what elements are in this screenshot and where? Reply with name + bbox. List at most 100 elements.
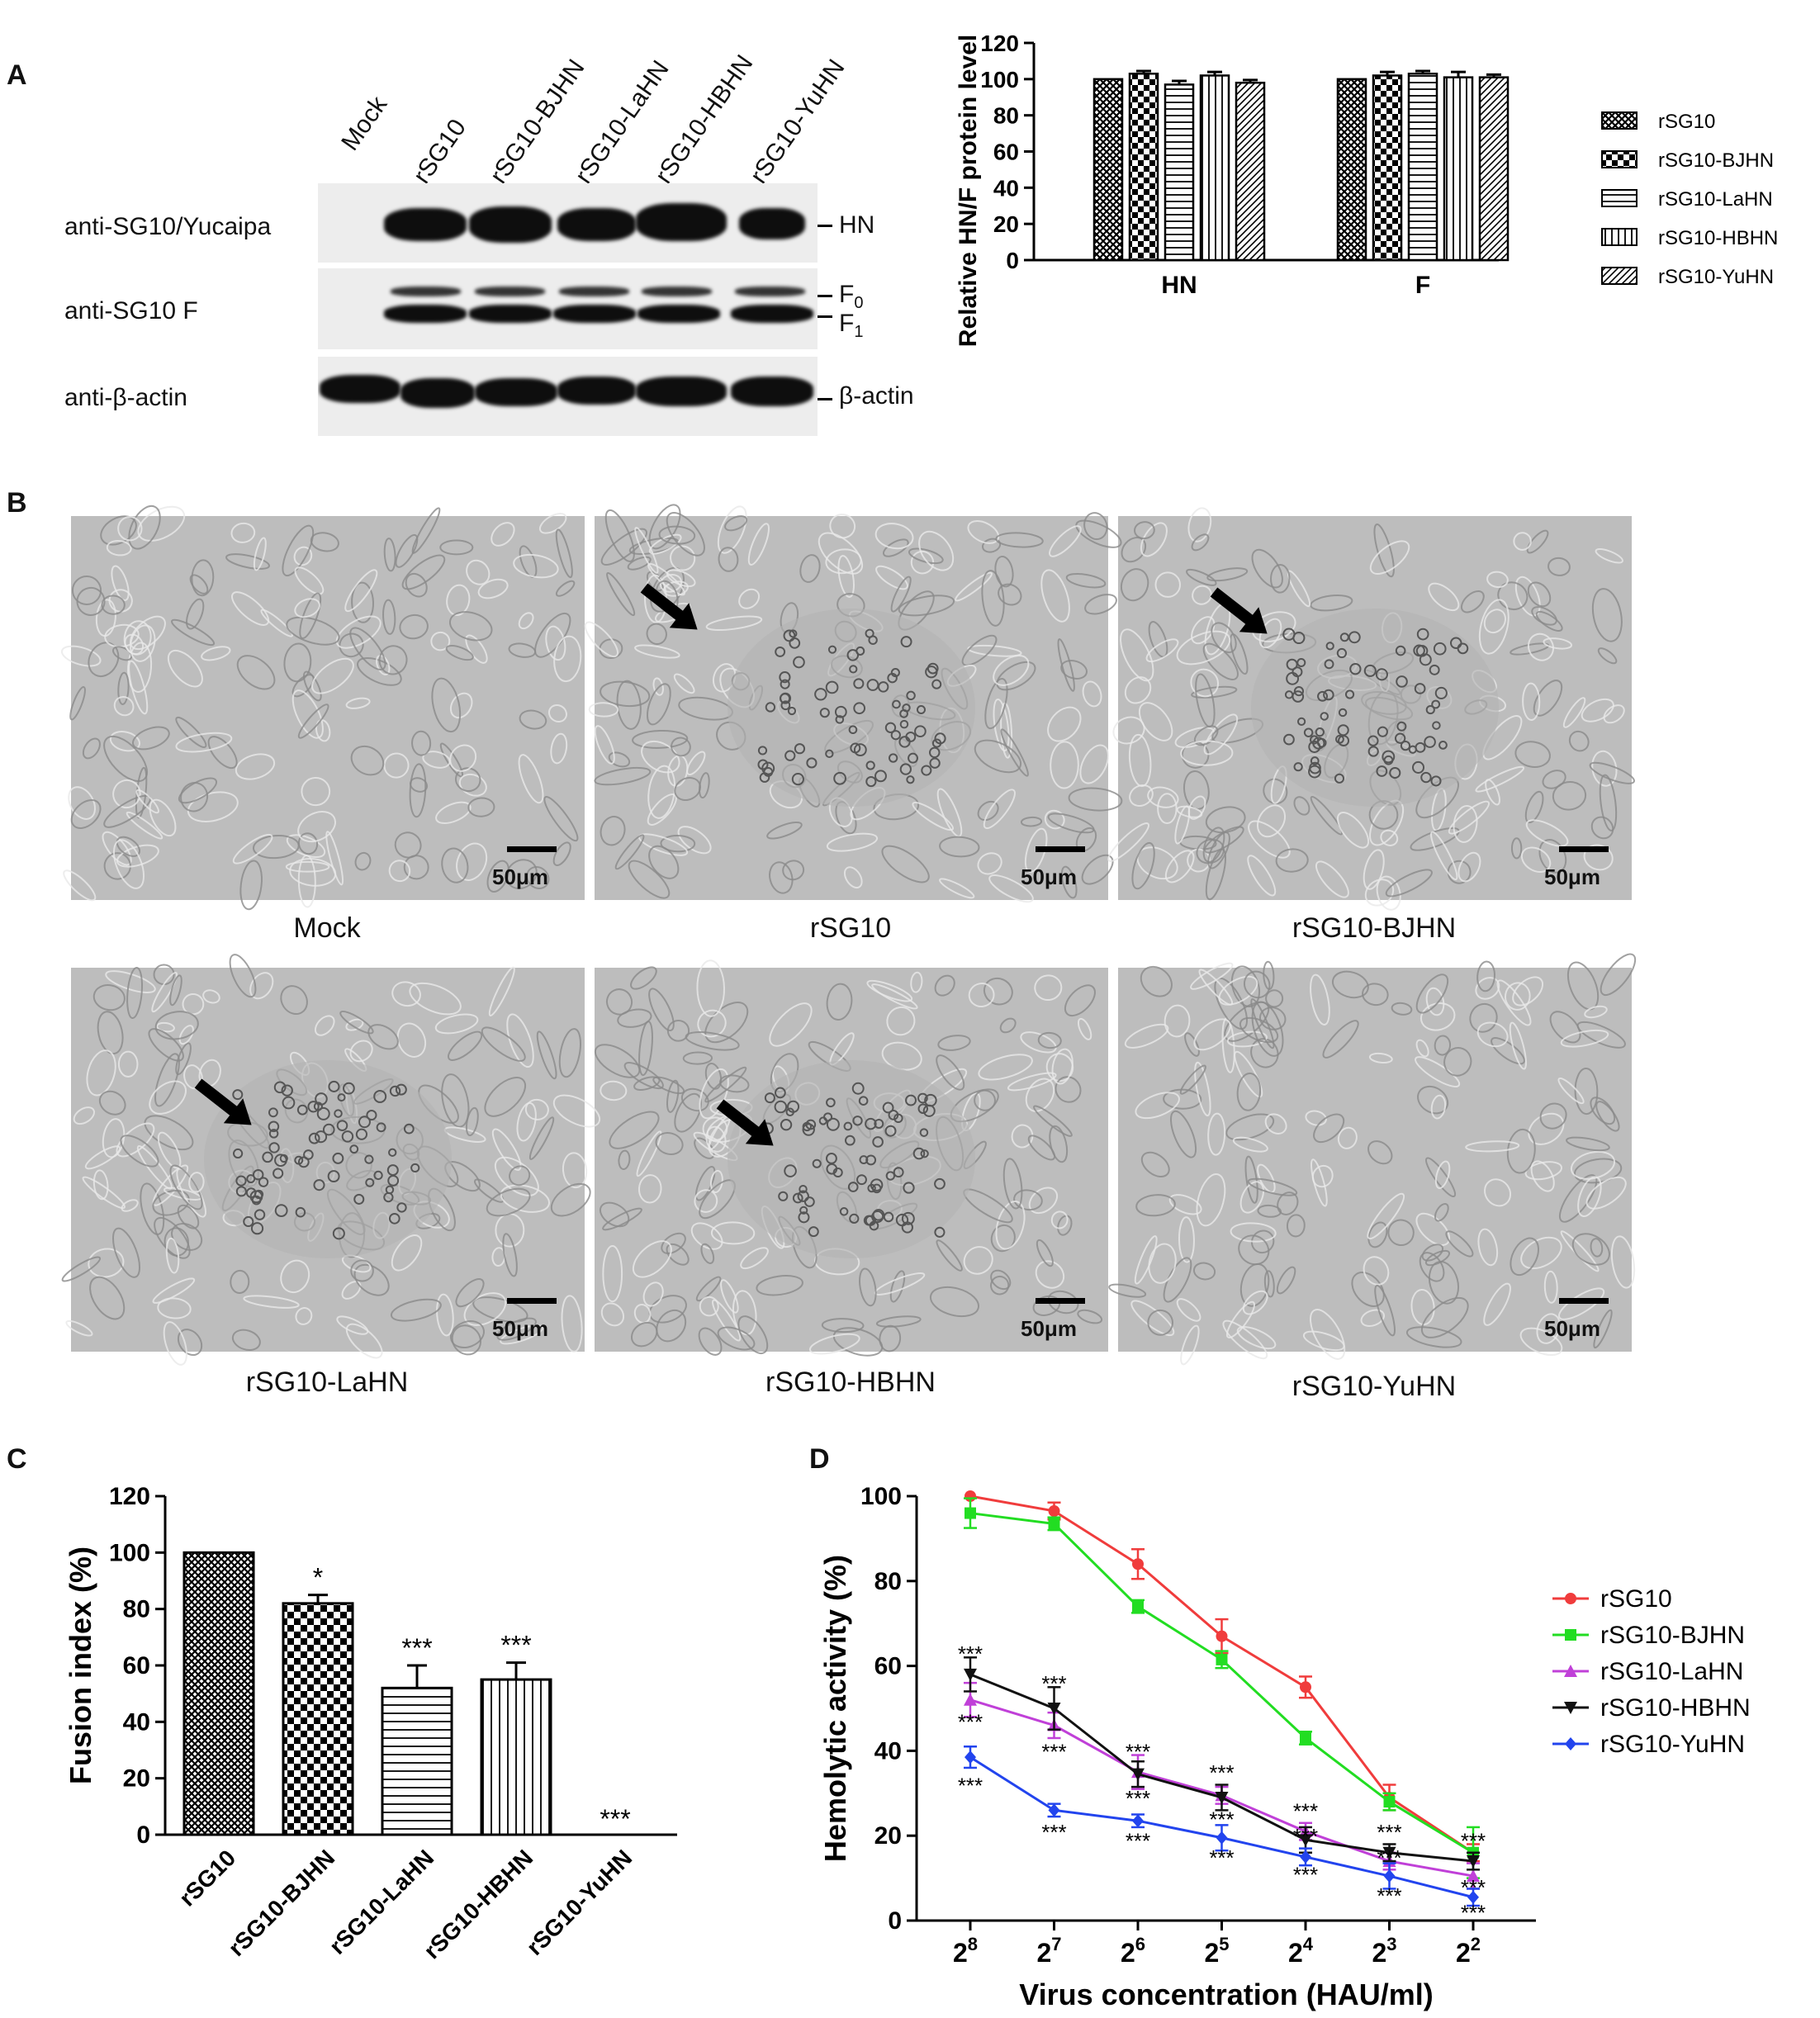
micrograph-cell [594,766,652,786]
chart-d-significance: *** [958,1774,983,1798]
micrograph-cell [929,1286,980,1318]
micrograph-cell [1483,1282,1511,1326]
micrograph-cell [685,1031,740,1051]
micrograph-nucleus [871,1210,884,1224]
micrograph-nucleus [1416,628,1429,641]
micrograph-cell [202,989,220,1004]
chart-d-point [1300,1850,1311,1864]
micrograph-cell [1206,567,1249,582]
micrograph-cell [1064,984,1096,1017]
chart-d-point [1048,1504,1060,1517]
micrograph-cell [829,514,856,539]
micrograph-nucleus [1412,760,1425,774]
micrograph-nucleus [906,690,916,701]
chart-a-legend-label: rSG10-HBHN [1658,227,1778,249]
micrograph-nucleus [852,1116,863,1126]
micrograph-cell [832,1327,884,1357]
micrograph-cell [391,981,421,1007]
micrograph-cell [486,1187,531,1217]
micrograph-cell [286,616,340,646]
micrograph-nucleus [322,1123,335,1136]
micrograph-cell [1547,557,1571,576]
micrograph-cell [1060,660,1088,680]
band-f1-hbhn [637,305,720,323]
micrograph-cell [1512,976,1544,1007]
micrograph-cell [1130,1300,1175,1337]
chart-d-legend-marker [1565,1593,1576,1604]
micrograph-nucleus [268,1107,278,1118]
micrograph-cell [106,539,132,557]
micrograph-nucleus [934,1226,946,1238]
chart-d-significance: *** [1126,1739,1150,1764]
micrograph-nucleus [1419,653,1432,666]
chart-c-significance: * [313,1563,323,1593]
micrograph-cell [1310,973,1330,1026]
micrograph-nucleus [867,1183,876,1193]
micrograph-nucleus [893,1113,903,1124]
micrograph-cell [974,1089,996,1111]
micrograph-cell [350,1259,374,1282]
micrograph-cell [898,595,955,617]
micrograph-nucleus [389,1085,401,1097]
micrograph-cell [1415,1056,1461,1088]
band-f1-bjhn [469,305,552,323]
micrograph-nucleus [307,1101,320,1113]
micrograph-nucleus [303,1149,314,1160]
micrograph-cell [149,1080,187,1115]
micrograph-nucleus [833,771,847,785]
micrograph-cell [977,800,999,822]
micrograph-cell [1483,609,1507,634]
chart-d-point [1299,1834,1312,1847]
band-actin-lahn [557,377,636,405]
micrograph-cell [344,569,378,613]
micrograph-cell [1084,594,1117,615]
micrograph-cell [584,621,619,658]
micrograph-cell [967,644,1022,657]
micrograph-cell [890,576,912,613]
band-label-f1: F1 [839,310,863,342]
micrograph-cell [1486,571,1509,589]
micrograph-nucleus [793,656,805,669]
micrograph-nucleus [334,1109,343,1118]
micrograph-nucleus [1389,766,1401,779]
micrograph-cell [961,634,998,666]
micrograph-nucleus [917,1092,928,1104]
micrograph-cell [1337,1126,1358,1149]
micrograph-cell [135,789,159,814]
micrograph-cell [910,971,923,993]
scalebar-label-hbhn: 50μm [1021,1316,1077,1341]
micrograph-cell [349,1040,373,1063]
band-f1-lahn [553,305,636,323]
micrograph-cell [182,992,205,1016]
chart-a-legend-label: rSG10 [1658,111,1715,133]
micrograph-cell [130,615,166,651]
micrograph-nucleus [916,704,927,715]
band-f0-yuhn [735,287,805,296]
micrograph-cell [1236,1072,1262,1111]
micrograph-cell [294,598,320,618]
micrograph-cell [686,751,706,776]
micrograph-nucleus [784,750,796,761]
micrograph-cell [608,751,631,768]
chart-d-point [1382,1846,1396,1859]
micrograph-cell [718,547,739,572]
micrograph-cell [1519,1327,1563,1357]
micrograph-cell [1195,673,1216,728]
micrograph-nucleus [872,1136,884,1148]
micrograph-nucleus [849,1213,860,1224]
micrograph-nucleus [789,629,798,638]
micrograph-cell [339,632,364,658]
scalebar-rsg10 [1036,846,1085,852]
micrograph-cell [1020,816,1043,827]
micrograph-nucleus [1367,735,1379,746]
micrograph-cell [1571,1233,1610,1266]
micrograph-nucleus [882,1101,894,1114]
micrograph-cell [409,763,427,818]
chart-c-significance: *** [401,1633,432,1663]
micrograph-cell [1163,1088,1202,1110]
micrograph-cell [1524,790,1544,824]
micrograph-cell [1415,1212,1451,1246]
micrograph-nucleus [233,1148,244,1159]
micrograph-cell [1239,1016,1279,1044]
micrograph-cell [555,580,576,597]
